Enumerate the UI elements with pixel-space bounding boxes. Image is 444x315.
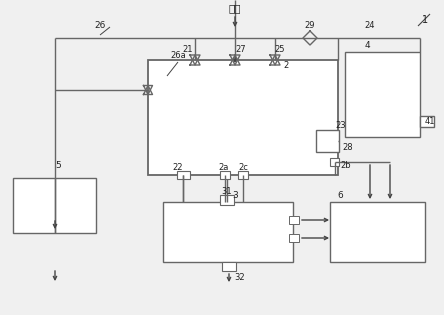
Bar — [316, 130, 339, 152]
Bar — [289, 216, 299, 224]
Text: 41: 41 — [425, 117, 436, 127]
Bar — [330, 202, 425, 262]
Text: 5: 5 — [55, 161, 61, 169]
Bar — [289, 234, 299, 242]
Text: 22: 22 — [173, 163, 183, 173]
Bar — [163, 202, 293, 262]
Text: 24: 24 — [365, 21, 375, 31]
Bar — [13, 178, 96, 233]
Text: 31: 31 — [222, 187, 232, 197]
Bar — [222, 262, 236, 271]
Bar — [220, 195, 234, 205]
Bar — [420, 116, 434, 127]
Text: 25: 25 — [275, 45, 285, 54]
Text: 4: 4 — [365, 41, 371, 49]
Text: 23: 23 — [335, 121, 345, 129]
Text: 28: 28 — [342, 144, 353, 152]
Text: 6: 6 — [337, 192, 343, 201]
Text: 27: 27 — [236, 45, 246, 54]
Text: 26a: 26a — [170, 50, 186, 60]
Text: 1: 1 — [422, 15, 428, 25]
Text: 2c: 2c — [238, 163, 248, 173]
Text: 21: 21 — [183, 45, 193, 54]
Bar — [220, 171, 230, 179]
Bar — [330, 158, 339, 166]
Bar — [238, 171, 248, 179]
Bar — [177, 171, 190, 179]
Bar — [345, 52, 420, 137]
Text: 2b: 2b — [340, 161, 351, 169]
Text: 26: 26 — [94, 20, 106, 30]
Text: 29: 29 — [305, 20, 315, 30]
Text: 3: 3 — [232, 192, 238, 201]
Text: 32: 32 — [235, 273, 246, 283]
Text: 2: 2 — [283, 60, 289, 70]
Text: 原料: 原料 — [229, 3, 241, 13]
Text: 2a: 2a — [219, 163, 229, 173]
Bar — [148, 60, 338, 175]
